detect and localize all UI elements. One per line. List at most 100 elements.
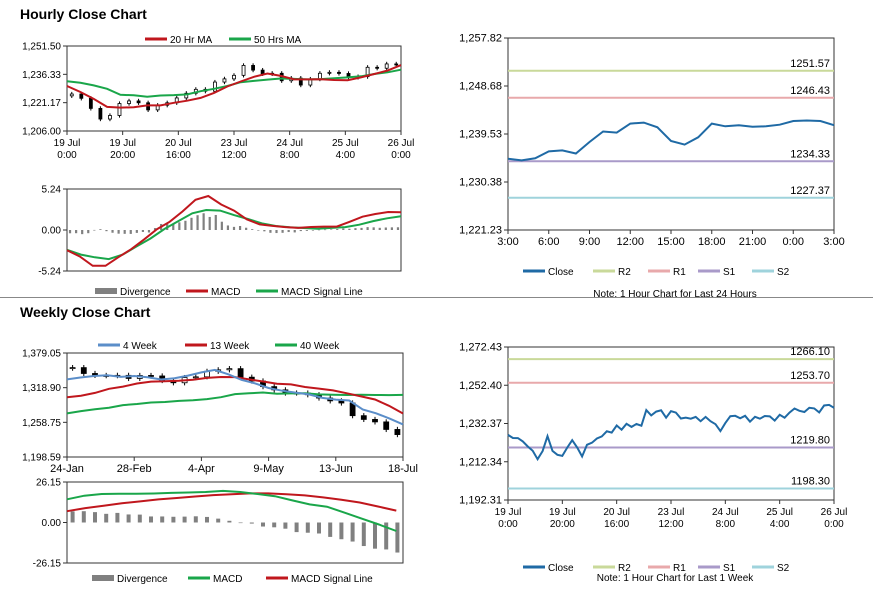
hourly-price-xtick-label: 8:00 <box>280 150 300 161</box>
hourly-macd-divergence-bar <box>317 229 321 231</box>
weekly-macd-divergence-bar <box>81 511 86 523</box>
weekly-levels-close-line <box>507 403 835 462</box>
hourly-macd-divergence-bar <box>220 221 223 230</box>
hourly-levels-plot-frame <box>507 37 835 231</box>
hourly-macd-legend-divergence-swatch <box>95 288 117 294</box>
hourly-macd-divergence-bar <box>105 230 108 232</box>
weekly-macd-macd-line <box>66 489 397 532</box>
hourly-levels-xtick-label: 15:00 <box>657 236 685 248</box>
hourly-macd-divergence-bar <box>299 230 302 232</box>
weekly-macd-divergence-bar <box>149 516 153 523</box>
hourly-macd-divergence-bar <box>87 230 90 234</box>
weekly-levels-legend-r1-label: R1 <box>673 563 686 574</box>
weekly-macd-divergence-bar <box>294 522 299 533</box>
hourly-price-legend-ma50-label: 50 Hrs MA <box>254 35 302 46</box>
hourly-price-candle <box>213 81 217 92</box>
hourly-levels-ytick-label: 1,239.53 <box>459 129 502 141</box>
hourly-macd-divergence-bar <box>336 229 339 230</box>
hourly-macd-divergence-bar <box>178 222 181 230</box>
weekly-price-plot-frame <box>66 352 404 458</box>
hourly-levels-xtick-label: 0:00 <box>783 236 804 248</box>
hourly-macd-divergence-bar <box>141 230 145 232</box>
weekly-macd-ytick-label: 0.00 <box>42 518 62 529</box>
weekly-levels-xtick-label: 0:00 <box>498 519 518 530</box>
hourly-levels-legend-r1-label: R1 <box>673 267 686 278</box>
hourly-levels-legend-s2-label: S2 <box>777 267 790 278</box>
weekly-macd-divergence-bar <box>93 512 97 523</box>
hourly-price-candle <box>222 78 227 83</box>
weekly-price-legend-40week-label: 40 Week <box>300 341 340 352</box>
hourly-macd-divergence-bar <box>305 230 308 231</box>
weekly-price-xtick-label: 9-May <box>253 463 284 475</box>
weekly-price-legend-13week-label: 13 Week <box>210 341 250 352</box>
weekly-macd-legend-signal-label: MACD Signal Line <box>291 574 373 585</box>
weekly-price-candle <box>360 415 367 420</box>
weekly-macd-divergence-bar <box>328 522 333 537</box>
hourly-levels-s2-value: 1227.37 <box>790 185 830 197</box>
weekly-macd-ytick-label: -26.15 <box>33 559 62 570</box>
hourly-macd-divergence-bar <box>348 228 351 230</box>
weekly-macd-divergence-bar <box>137 514 142 523</box>
hourly-levels-xtick-label: 18:00 <box>698 236 726 248</box>
weekly-levels-legend-close-label: Close <box>548 563 574 574</box>
hourly-macd-divergence-bar <box>372 227 375 230</box>
weekly-price-ytick-label: 1,258.75 <box>22 418 61 429</box>
weekly-macd-divergence-bar <box>171 516 176 523</box>
hourly-price-xtick-label: 19 Jul <box>109 138 136 149</box>
hourly-price-plot-frame <box>66 45 402 132</box>
hourly-macd-divergence-bar <box>251 229 254 230</box>
weekly-levels-s2-value: 1198.30 <box>791 476 830 488</box>
hourly-macd-legend-macd-label: MACD <box>211 287 240 298</box>
weekly-levels-xtick-label: 19 Jul <box>495 507 522 518</box>
hourly-macd-divergence-bar <box>378 227 381 230</box>
hourly-macd-divergence-bar <box>129 230 132 234</box>
hourly-levels-xtick-label: 12:00 <box>616 236 644 248</box>
hourly-price-candle <box>327 71 332 74</box>
weekly-macd-divergence-bar <box>384 522 389 550</box>
weekly-levels-legend-s1-label: S1 <box>723 563 736 574</box>
weekly-macd-divergence-bar <box>115 512 120 523</box>
weekly-levels-ytick-label: 1,272.43 <box>459 342 502 354</box>
hourly-price-candle <box>260 69 265 75</box>
hourly-macd-ytick-label: -5.24 <box>38 267 61 278</box>
weekly-macd-legend-macd-label: MACD <box>213 574 242 585</box>
weekly-price-candle <box>394 429 401 435</box>
weekly-macd-divergence-bar <box>205 516 209 523</box>
weekly-levels-ytick-label: 1,232.37 <box>459 418 502 430</box>
weekly-price-ma40-line <box>66 391 404 415</box>
hourly-price-ma20-line <box>66 64 402 109</box>
hourly-macd-legend-divergence-label: Divergence <box>120 287 171 298</box>
weekly-macd-divergence-bar <box>238 522 243 524</box>
hourly-price-ytick-label: 1,221.17 <box>22 98 61 109</box>
weekly-price-xtick-label: 4-Apr <box>188 463 215 475</box>
hourly-chart-title: Hourly Close Chart <box>20 6 147 22</box>
weekly-levels-ytick-label: 1,212.34 <box>459 456 502 468</box>
hourly-macd-divergence-bar <box>275 230 278 234</box>
weekly-macd-divergence-bar <box>193 516 198 523</box>
weekly-price-xtick-label: 13-Jun <box>319 463 353 475</box>
weekly-macd-divergence-bar <box>104 513 109 523</box>
weekly-levels-xtick-label: 19 Jul <box>549 507 576 518</box>
hourly-macd-legend-signal-label: MACD Signal Line <box>281 287 363 298</box>
hourly-macd-divergence-bar <box>342 228 345 230</box>
hourly-price-ytick-label: 1,251.50 <box>22 42 61 53</box>
hourly-macd-divergence-bar <box>384 227 387 230</box>
weekly-macd-legend-divergence-swatch <box>92 575 114 581</box>
weekly-levels-legend-r2-label: R2 <box>618 563 631 574</box>
hourly-price-xtick-label: 16:00 <box>166 150 191 161</box>
hourly-macd-divergence-bar <box>354 228 357 230</box>
weekly-chart-title: Weekly Close Chart <box>20 304 151 320</box>
weekly-levels-r1-value: 1253.70 <box>790 370 830 382</box>
hourly-macd-signal-line <box>66 208 402 261</box>
hourly-macd-divergence-bar <box>99 229 102 230</box>
weekly-macd-divergence-bar <box>373 522 377 549</box>
hourly-price-xtick-label: 20:00 <box>110 150 135 161</box>
weekly-macd-divergence-bar <box>227 520 232 523</box>
weekly-macd-divergence-bar <box>70 511 75 523</box>
hourly-macd-divergence-bar <box>245 227 248 230</box>
hourly-price-candle <box>127 100 131 104</box>
weekly-levels-xtick-label: 0:00 <box>824 519 844 530</box>
hourly-levels-xtick-label: 9:00 <box>579 236 600 248</box>
hourly-macd-divergence-bar <box>390 227 393 230</box>
section-divider <box>0 297 873 298</box>
